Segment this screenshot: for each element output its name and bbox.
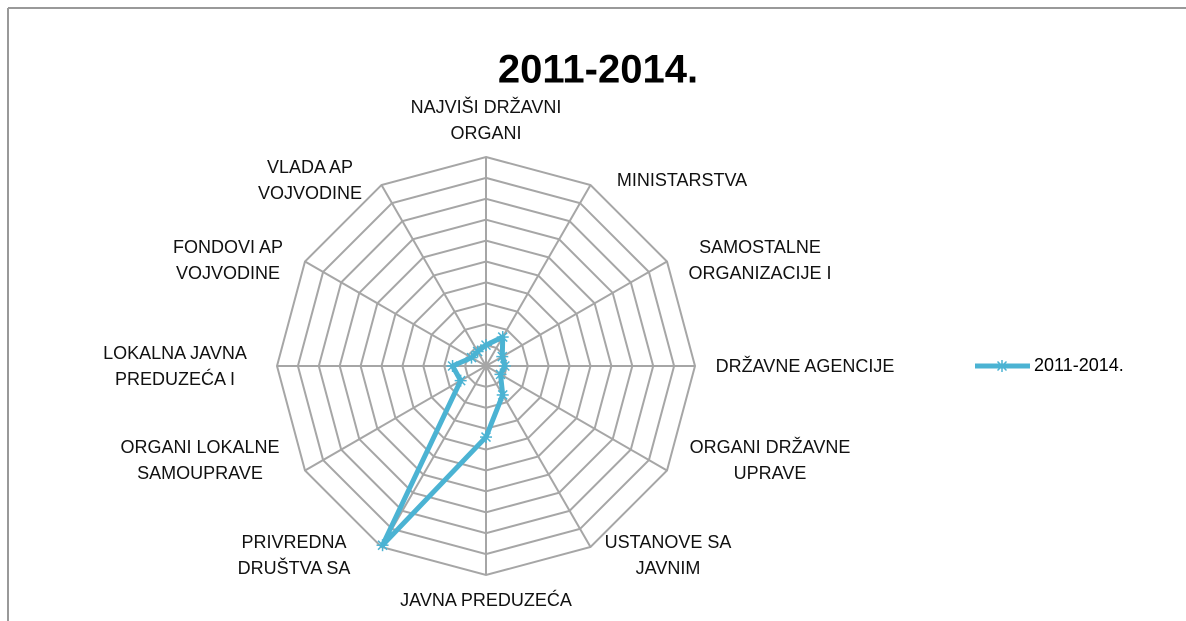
category-label: DRŽAVNE AGENCIJE [715, 356, 895, 376]
spoke [485, 260, 668, 367]
category-label: SAMOSTALNE ORGANIZACIJE I [688, 237, 832, 283]
data-point [496, 350, 509, 363]
spoke [304, 365, 487, 472]
category-label: LOKALNA JAVNA PREDUZEĆA I [103, 343, 247, 389]
marker-stroke [497, 332, 508, 343]
marker-stroke [996, 360, 1008, 372]
data-point [496, 388, 509, 401]
chart-title: 2011-2014. [498, 48, 698, 92]
marker-stroke [497, 389, 508, 400]
category-label: USTANOVE SA JAVNIM [604, 532, 732, 578]
marker-stroke [377, 540, 388, 551]
category-label: NAJVIŠI DRŽAVNI ORGANI [410, 97, 562, 143]
category-label: FONDOVI AP VOJVODINE [172, 237, 284, 283]
marker-stroke [499, 360, 510, 372]
marker-stroke [497, 351, 508, 362]
data-point [480, 339, 492, 352]
marker-stroke [472, 346, 483, 357]
category-label: VLADA AP VOJVODINE [257, 157, 363, 203]
spoke [380, 365, 487, 548]
legend-marker [996, 360, 1008, 372]
category-label: PRIVREDNA DRUŠTVA SA [237, 532, 351, 578]
marker-stroke [480, 432, 492, 443]
spoke [304, 260, 487, 367]
data-point [496, 331, 509, 344]
spoke [380, 184, 487, 367]
data-point [376, 539, 389, 552]
data-point [494, 368, 507, 381]
spoke [485, 365, 668, 472]
category-label: JAVNA PREDUZEĆA [400, 590, 572, 610]
category-label: ORGANI LOKALNE SAMOUPRAVE [120, 437, 280, 483]
legend-label: 2011-2014. [1034, 355, 1124, 375]
marker-stroke [480, 340, 492, 351]
data-point [454, 374, 467, 387]
marker-stroke [495, 369, 506, 380]
marker-stroke [455, 375, 466, 386]
category-label: ORGANI DRŽAVNE UPRAVE [689, 437, 851, 483]
data-point [480, 431, 492, 444]
category-label: MINISTARSTVA [616, 170, 748, 190]
marker-stroke [447, 360, 458, 372]
data-point [446, 360, 459, 372]
data-point [471, 345, 484, 358]
